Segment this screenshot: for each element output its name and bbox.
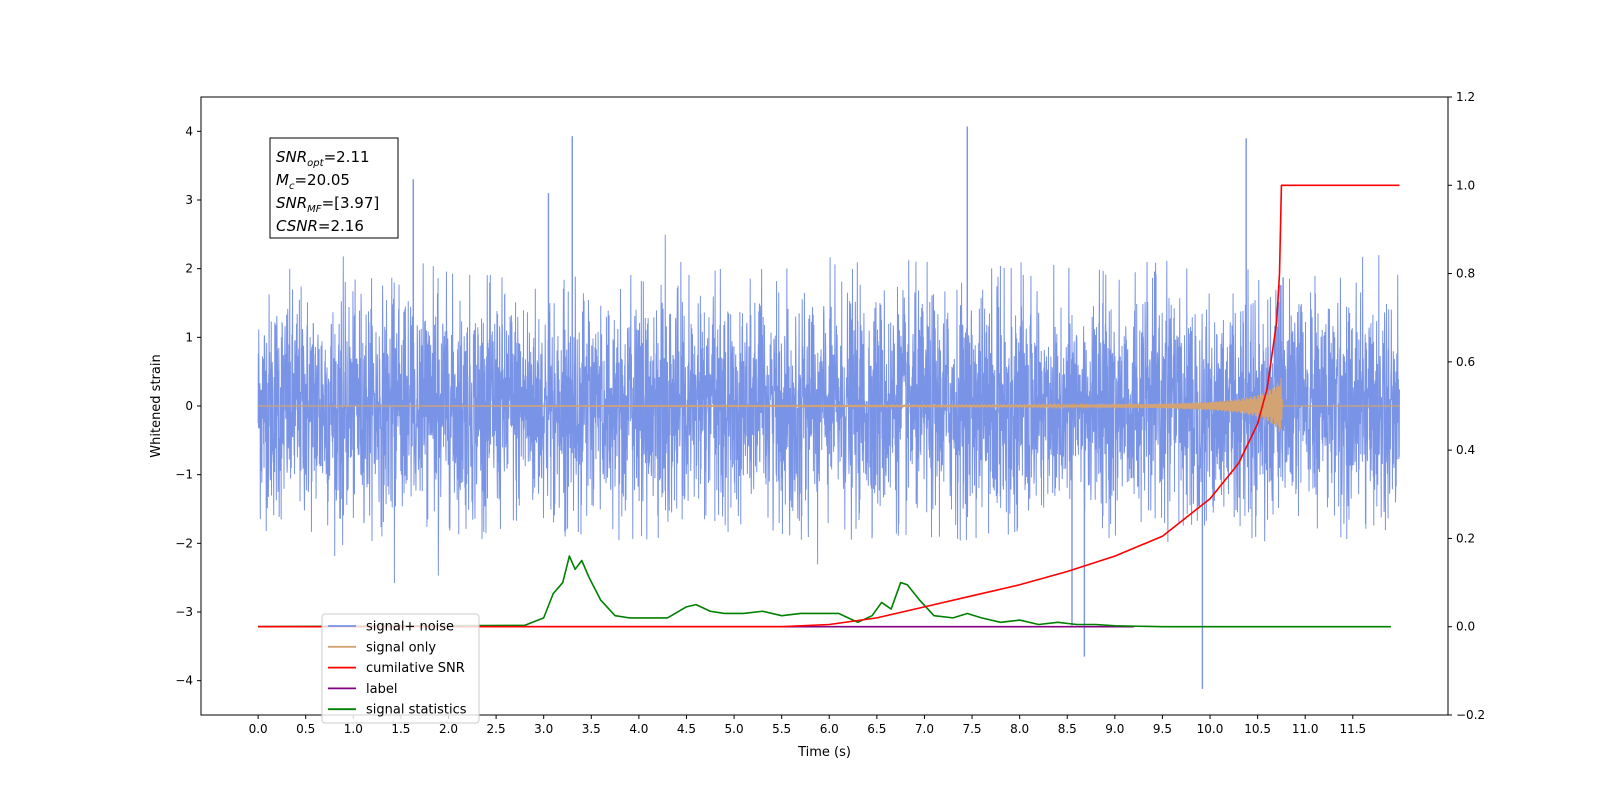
x-tick-label: 2.0 bbox=[439, 722, 458, 736]
x-tick-label: 6.0 bbox=[820, 722, 839, 736]
x-tick-label: 7.0 bbox=[915, 722, 934, 736]
y2-tick-label: 0.8 bbox=[1456, 267, 1475, 281]
x-tick-label: 7.5 bbox=[962, 722, 981, 736]
x-tick-label: 3.0 bbox=[534, 722, 553, 736]
series-signal-noise bbox=[257, 234, 1400, 584]
x-tick-label: 11.0 bbox=[1292, 722, 1319, 736]
x-tick-label: 1.5 bbox=[391, 722, 410, 736]
series-signal-only bbox=[258, 377, 1400, 432]
y-tick-label: −3 bbox=[175, 605, 193, 619]
x-axis-label: Time (s) bbox=[797, 745, 851, 760]
annotation-line: SNRopt=2.11 bbox=[276, 148, 370, 169]
legend-entry: signal only bbox=[366, 640, 436, 655]
legend-entry: signal statistics bbox=[366, 703, 467, 718]
x-tick-label: 8.0 bbox=[1010, 722, 1029, 736]
annotation-line: CSNR=2.16 bbox=[276, 217, 364, 235]
x-tick-label: 9.5 bbox=[1153, 722, 1172, 736]
y2-tick-label: 0.6 bbox=[1456, 355, 1475, 369]
y2-tick-label: 0.2 bbox=[1456, 531, 1475, 545]
series-signal-statistics bbox=[258, 555, 1391, 628]
y-axis-label: Whitened strain bbox=[149, 354, 164, 457]
x-tick-label: 0.0 bbox=[249, 722, 268, 736]
x-tick-label: 2.5 bbox=[487, 722, 506, 736]
y-tick-label: −4 bbox=[175, 674, 193, 688]
x-tick-label: 5.5 bbox=[772, 722, 791, 736]
y-tick-label: −2 bbox=[175, 536, 193, 550]
legend-frame bbox=[321, 613, 480, 724]
y-tick-label: 1 bbox=[185, 330, 193, 344]
x-tick-label: 5.0 bbox=[725, 722, 744, 736]
y-tick-label: 3 bbox=[185, 193, 193, 207]
legend: signal+ noise signal only cumilative SNR la… bbox=[321, 613, 480, 724]
x-tick-label: 10.0 bbox=[1197, 722, 1224, 736]
legend-entry: cumilative SNR bbox=[366, 661, 465, 676]
x-axis: 0.0 0.5 1.0 1.5 2.0 2.5 3.0 3.5 4.0 4.5 5.0 5.5 6.0 6… bbox=[249, 715, 1366, 736]
x-tick-label: 8.5 bbox=[1058, 722, 1077, 736]
plot-area bbox=[257, 126, 1400, 689]
x-tick-label: 1.0 bbox=[344, 722, 363, 736]
legend-entry: label bbox=[366, 682, 397, 697]
x-tick-label: 4.0 bbox=[629, 722, 648, 736]
x-tick-label: 3.5 bbox=[582, 722, 601, 736]
y2-tick-label: −0.2 bbox=[1456, 708, 1485, 722]
y2-tick-label: 0.4 bbox=[1456, 443, 1475, 457]
y2-tick-label: 0.0 bbox=[1456, 620, 1475, 634]
y-axis-left: −4 −3 −2 −1 0 1 2 3 4 bbox=[175, 124, 201, 688]
x-tick-label: 9.0 bbox=[1105, 722, 1124, 736]
x-tick-label: 0.5 bbox=[296, 722, 315, 736]
y2-tick-label: 1.2 bbox=[1456, 90, 1475, 104]
y-tick-label: 4 bbox=[185, 124, 193, 138]
y-tick-label: 2 bbox=[185, 262, 193, 276]
x-tick-label: 6.5 bbox=[867, 722, 886, 736]
x-tick-label: 10.5 bbox=[1244, 722, 1271, 736]
y-tick-label: 0 bbox=[185, 399, 193, 413]
annotation-frame bbox=[269, 137, 399, 239]
annotation-line: Mc=20.05 bbox=[276, 171, 350, 192]
y-tick-label: −1 bbox=[175, 468, 193, 482]
annotation-line: SNRMF=[3.97] bbox=[276, 194, 379, 215]
y-axis-right: −0.2 0.0 0.2 0.4 0.6 0.8 1.0 1.2 bbox=[1448, 90, 1485, 722]
y2-tick-label: 1.0 bbox=[1456, 178, 1475, 192]
series-cumulative-snr bbox=[258, 184, 1400, 628]
x-tick-label: 4.5 bbox=[677, 722, 696, 736]
x-tick-label: 11.5 bbox=[1339, 722, 1366, 736]
legend-entry: signal+ noise bbox=[366, 620, 454, 635]
